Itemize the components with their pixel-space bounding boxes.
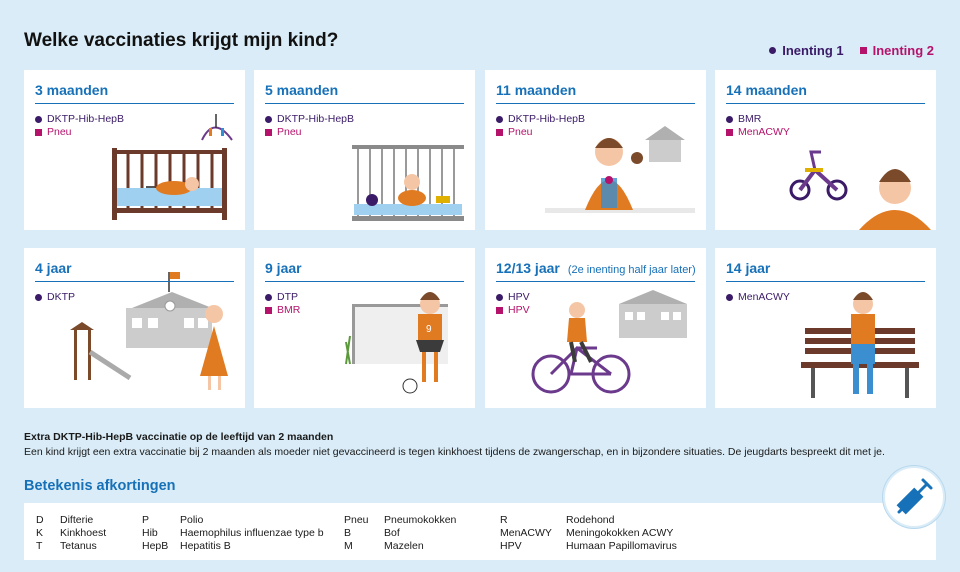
legend-label: Inenting 1 xyxy=(782,43,844,58)
abbreviation-row: HPV Humaan Papillomavirus xyxy=(500,540,677,552)
abbreviation-row: K Kinkhoest xyxy=(36,527,107,539)
football-girl-illustration: 9 xyxy=(345,292,448,394)
crib-baby-illustration xyxy=(112,114,233,220)
vaccine-list: DKTP-Hib-HepB Pneu xyxy=(265,113,354,139)
playpen-baby-illustration xyxy=(352,145,464,221)
vaccine-dose-2: Pneu xyxy=(35,126,124,139)
vaccine-dose-2: BMR xyxy=(265,304,300,317)
sitting-toddler-illustration xyxy=(545,126,695,213)
abbreviation-row: T Tetanus xyxy=(36,540,97,552)
bench-teen-illustration xyxy=(801,292,919,398)
vaccine-list: DTP BMR xyxy=(265,291,300,317)
syringe-icon xyxy=(883,466,945,528)
age-card-4-years: 4 jaar DKTP xyxy=(24,248,245,408)
abbreviation-row: P Polio xyxy=(142,514,204,526)
age-card-5-months: 5 maanden DKTP-Hib-HepB Pneu xyxy=(254,70,475,230)
school-girl-illustration xyxy=(70,272,228,390)
abbreviation-row: HepB Hepatitis B xyxy=(142,540,231,552)
dose-legend: Inenting 1 Inenting 2 xyxy=(769,43,934,58)
vaccine-list: BMR MenACWY xyxy=(726,113,790,139)
card-title: 14 jaar xyxy=(726,260,925,282)
abbreviation-row: R Rodehond xyxy=(500,514,615,526)
vaccine-list: DKTP-Hib-HepB Pneu xyxy=(496,113,585,139)
vaccine-dose-1: DKTP xyxy=(35,291,75,304)
vaccine-list: HPV HPV xyxy=(496,291,530,317)
dose-1-marker xyxy=(769,47,777,54)
card-title: 11 maanden xyxy=(496,82,695,104)
vaccine-dose-2: Pneu xyxy=(496,126,585,139)
age-card-14-months: 14 maanden BMR MenACWY xyxy=(715,70,936,230)
vaccine-list: MenACWY xyxy=(726,291,790,304)
dose-2-marker xyxy=(859,47,867,54)
vaccine-dose-1: DKTP-Hib-HepB xyxy=(35,113,124,126)
cycling-girl-illustration xyxy=(531,290,687,394)
abbreviation-row: B Bof xyxy=(344,527,400,539)
vaccine-list: DKTP xyxy=(35,291,75,304)
abbreviation-column: D Difterie K Kinkhoest T Tetanus xyxy=(36,514,106,553)
abbreviation-row: D Difterie xyxy=(36,514,94,526)
vaccine-dose-2: HPV xyxy=(496,304,530,317)
page-title: Welke vaccinaties krijgt mijn kind? xyxy=(24,30,339,51)
abbreviation-column: Pneu Pneumokokken B Bof M Mazelen xyxy=(344,514,456,553)
card-title: 4 jaar xyxy=(35,260,234,282)
card-title: 5 maanden xyxy=(265,82,464,104)
vaccine-dose-1: MenACWY xyxy=(726,291,790,304)
legend-item-dose-1: Inenting 1 xyxy=(769,43,844,58)
age-card-12-13-years: 12/13 jaar (2e inenting half jaar later) … xyxy=(485,248,706,408)
abbreviation-row: MenACWY Meningokokken ACWY xyxy=(500,527,674,539)
card-title: 3 maanden xyxy=(35,82,234,104)
card-title: 14 maanden xyxy=(726,82,925,104)
vaccine-dose-1: BMR xyxy=(726,113,790,126)
age-card-9-years: 9 9 jaar DTP BMR xyxy=(254,248,475,408)
abbreviation-column: R Rodehond MenACWY Meningokokken ACWY HPV H… xyxy=(500,514,677,553)
abbreviation-row: M Mazelen xyxy=(344,540,424,552)
age-card-3-months: 3 maanden DKTP-Hib-HepB Pneu xyxy=(24,70,245,230)
vaccine-list: DKTP-Hib-HepB Pneu xyxy=(35,113,124,139)
vaccine-dose-2: Pneu xyxy=(265,126,354,139)
abbreviation-column: P Polio Hib Haemophilus influenzae type b … xyxy=(142,514,324,553)
extra-vaccination-title: Extra DKTP-Hib-HepB vaccinatie op de lee… xyxy=(24,431,334,443)
vaccine-dose-1: DKTP-Hib-HepB xyxy=(496,113,585,126)
vaccine-dose-1: DKTP-Hib-HepB xyxy=(265,113,354,126)
svg-text:9: 9 xyxy=(426,324,432,335)
vaccine-dose-1: DTP xyxy=(265,291,300,304)
vaccine-dose-1: HPV xyxy=(496,291,530,304)
abbreviations-table: D Difterie K Kinkhoest T Tetanus P Polio Hib… xyxy=(24,503,936,560)
abbreviation-row: Hib Haemophilus influenzae type b xyxy=(142,527,324,539)
card-title: 9 jaar xyxy=(265,260,464,282)
legend-label: Inenting 2 xyxy=(872,43,934,58)
abbreviation-row: Pneu Pneumokokken xyxy=(344,514,457,526)
card-title: 12/13 jaar (2e inenting half jaar later) xyxy=(496,260,696,282)
extra-vaccination-text: Een kind krijgt een extra vaccinatie bij… xyxy=(24,446,885,458)
abbreviations-title: Betekenis afkortingen xyxy=(24,478,176,494)
age-card-14-years: 14 jaar MenACWY xyxy=(715,248,936,408)
age-card-11-months: 11 maanden DKTP-Hib-HepB Pneu xyxy=(485,70,706,230)
legend-item-dose-2: Inenting 2 xyxy=(859,43,934,58)
tricycle-toddler-illustration xyxy=(789,150,931,230)
vaccine-dose-2: MenACWY xyxy=(726,126,790,139)
